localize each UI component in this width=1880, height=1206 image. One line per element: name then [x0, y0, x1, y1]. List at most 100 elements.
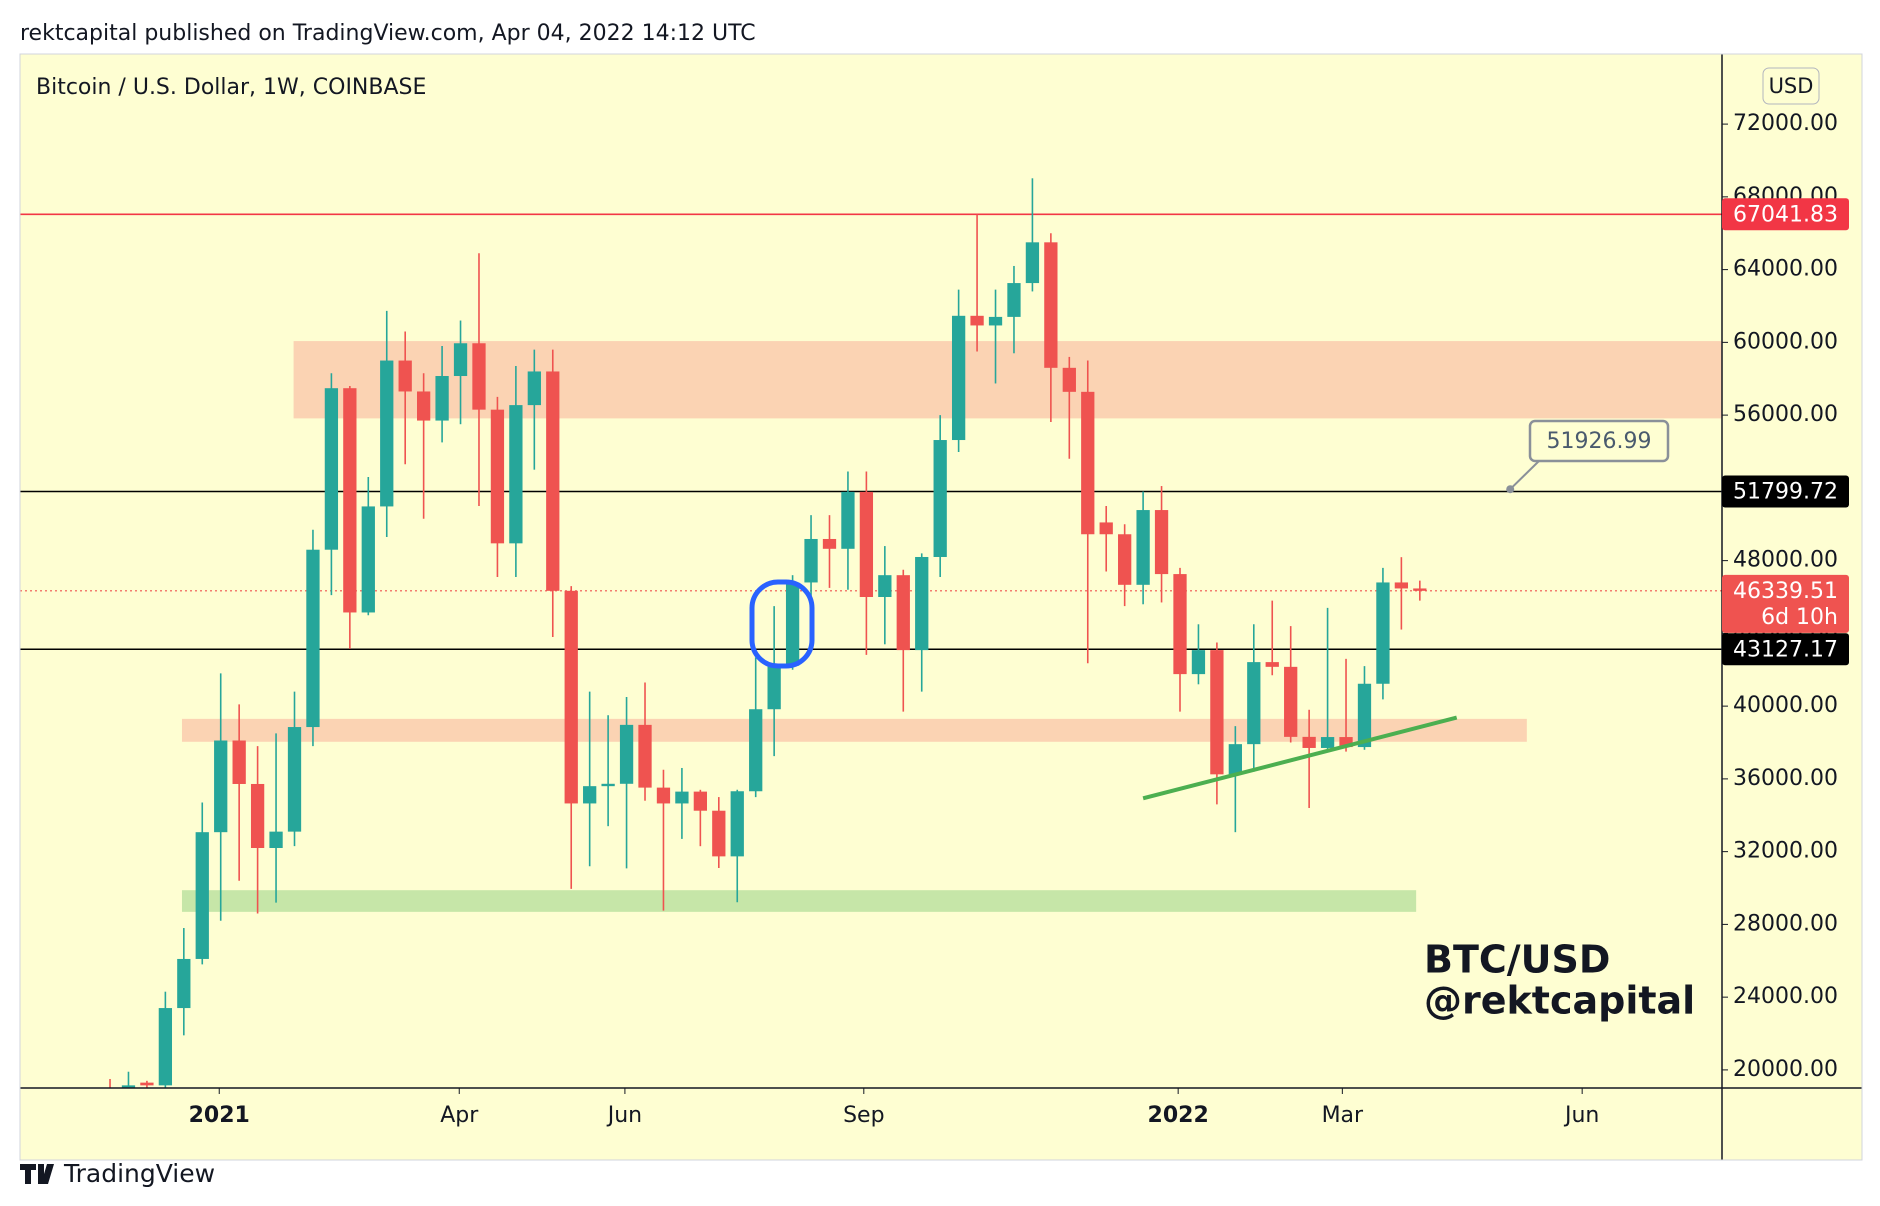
candle-body — [822, 538, 837, 549]
candle-body — [250, 783, 265, 849]
candle-body — [435, 376, 449, 421]
candle-body — [619, 724, 634, 784]
candle-body — [527, 371, 541, 406]
candle-body — [749, 709, 763, 792]
candle-body — [416, 391, 431, 421]
level-label-box — [1722, 198, 1849, 231]
candle-body — [1191, 650, 1206, 675]
candle-body — [1339, 737, 1353, 748]
candle-body — [1320, 737, 1335, 748]
candle-body — [1136, 510, 1150, 585]
candle-body — [638, 724, 652, 788]
x-tick-label: Mar — [1322, 1103, 1364, 1128]
candle-body — [1302, 736, 1316, 748]
last-price-label: 46339.51 — [1733, 579, 1838, 604]
plot — [20, 178, 1722, 1088]
candle-body — [287, 727, 302, 832]
y-tick-label: 36000.00 — [1733, 766, 1838, 791]
x-tick-label: Jun — [606, 1103, 642, 1128]
candle-body — [306, 549, 320, 728]
candle-body — [970, 315, 984, 326]
candle-body — [490, 409, 505, 544]
y-tick-label: 32000.00 — [1733, 839, 1838, 864]
watermark: @rektcapital — [1424, 979, 1695, 1023]
candle-body — [361, 506, 375, 613]
y-tick-label: 48000.00 — [1733, 548, 1838, 573]
callout-anchor — [1506, 485, 1515, 494]
candle-body — [1394, 582, 1409, 589]
candle-body — [915, 556, 929, 651]
logo-icon — [20, 1164, 54, 1184]
candle-body — [453, 343, 468, 377]
candle-body — [767, 665, 781, 710]
candle-body — [951, 315, 966, 441]
candle-body — [1376, 582, 1390, 684]
candle-body — [878, 575, 892, 598]
frame — [19, 53, 1863, 1161]
candle-body — [804, 538, 818, 583]
candle-body — [546, 371, 560, 591]
level-label-box — [1722, 475, 1849, 508]
candle-body — [1062, 367, 1076, 392]
level-label-box — [1722, 633, 1849, 666]
candle-body — [859, 491, 874, 598]
y-tick-label: 20000.00 — [1733, 1057, 1838, 1082]
y-tick-label: 72000.00 — [1733, 111, 1838, 136]
candle-body — [1154, 510, 1169, 575]
candle-body — [121, 1085, 136, 1088]
x-tick-label: Jun — [1563, 1103, 1599, 1128]
candle-body — [1099, 522, 1113, 535]
y-tick-label: 56000.00 — [1733, 402, 1838, 427]
x-tick-label: Apr — [440, 1103, 479, 1128]
zone — [181, 718, 1527, 742]
x-tick-label: 2022 — [1148, 1103, 1209, 1128]
candle-body — [675, 791, 689, 804]
x-tick-label: Sep — [843, 1103, 884, 1128]
zone — [181, 890, 1417, 912]
y-tick-label: 24000.00 — [1733, 984, 1838, 1009]
y-tick-label: 64000.00 — [1733, 257, 1838, 282]
candle-body — [509, 405, 523, 544]
watermark: BTC/USD — [1424, 938, 1610, 982]
candle-body — [896, 575, 910, 651]
candle-body — [1210, 650, 1224, 775]
candle-body — [1413, 588, 1427, 591]
callout-pointer — [1509, 459, 1541, 490]
plot-background — [20, 54, 1862, 1160]
candle-body — [269, 831, 283, 849]
candle-body — [195, 832, 209, 959]
candle-body — [1007, 283, 1021, 317]
candle-body — [1118, 534, 1132, 585]
candle-body — [1265, 662, 1279, 667]
candle-body — [140, 1082, 154, 1086]
brand-logo — [20, 1164, 54, 1184]
candle-body — [693, 791, 707, 811]
y-tick-label: 40000.00 — [1733, 693, 1838, 718]
candle-body — [232, 740, 246, 784]
currency-box[interactable] — [1762, 67, 1820, 105]
candle-body — [712, 810, 726, 857]
header: rektcapital published on TradingView.com… — [20, 21, 756, 46]
zone — [293, 341, 1722, 419]
candle-body — [1247, 662, 1261, 745]
candle-body — [933, 440, 947, 557]
candle-body — [1025, 242, 1040, 284]
candle-body — [1228, 744, 1242, 775]
y-tick-label: 28000.00 — [1733, 911, 1838, 936]
candle-body — [583, 786, 597, 804]
candle-body — [656, 787, 671, 804]
highlight-circle — [749, 579, 815, 669]
candle-body — [1173, 574, 1187, 675]
candle-body — [324, 388, 339, 550]
currency: USD — [1769, 74, 1814, 98]
candle-body — [1284, 666, 1298, 737]
level-label: 51799.72 — [1733, 480, 1838, 505]
candle-body — [730, 791, 744, 857]
countdown-label: 6d 10h — [1761, 605, 1838, 630]
candle-body — [158, 1008, 173, 1086]
last-price-box — [1722, 574, 1849, 633]
candle-body — [601, 783, 615, 787]
brand: TradingView — [63, 1159, 215, 1188]
candle-body — [472, 343, 486, 410]
